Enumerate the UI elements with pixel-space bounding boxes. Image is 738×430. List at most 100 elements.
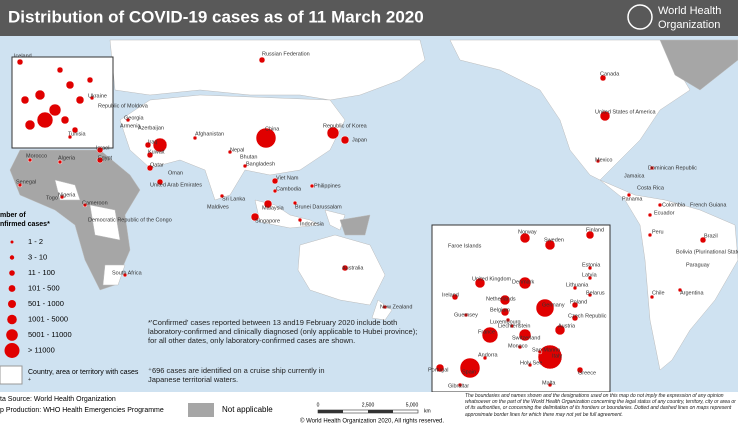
case-circle — [59, 194, 65, 200]
case-circle — [146, 164, 154, 172]
country-labels: Russian Federation China Republic of Korea… — [14, 51, 738, 389]
country-label: Japan — [352, 137, 367, 143]
country-label: Liechtenstein — [498, 323, 530, 329]
scale-bar — [318, 410, 343, 413]
case-circle — [572, 285, 578, 291]
country-label: Brazil — [704, 233, 718, 239]
scale-label: 2,500 — [362, 402, 375, 408]
legend-label: 1001 - 5000 — [28, 314, 68, 323]
case-circle — [599, 110, 611, 122]
scale-bar — [368, 410, 393, 413]
disclaimer: The boundaries and names shown and the d… — [465, 393, 736, 418]
legend-symbol — [6, 329, 18, 341]
case-circle — [34, 89, 46, 101]
country-label: China — [265, 126, 280, 132]
case-circle — [56, 66, 64, 74]
copyright: © World Health Organization 2020, All ri… — [300, 418, 444, 425]
case-circle — [152, 137, 168, 153]
country-label: Argentina — [680, 290, 704, 296]
case-circle — [505, 317, 511, 323]
case-circle — [647, 232, 653, 238]
country-label: New Zealand — [380, 304, 412, 310]
country-label: Kuwait — [148, 149, 165, 155]
europe-inset — [431, 224, 611, 393]
case-circle — [435, 363, 445, 373]
case-circle — [271, 177, 279, 185]
country-label: Denmark — [512, 279, 535, 285]
data-source: ta Source: World Health Organization — [0, 396, 116, 403]
country-label: Armenia — [120, 123, 141, 129]
country-label: Paraguay — [686, 262, 710, 268]
case-circle — [677, 287, 683, 293]
scale-label: 5,000 — [406, 402, 419, 408]
country-label: French Guiana — [690, 202, 727, 208]
case-circle — [341, 264, 349, 272]
country-label: Cameroon — [82, 200, 108, 206]
case-circle — [595, 158, 601, 164]
case-circle — [537, 349, 543, 355]
country-label: Australia — [342, 265, 364, 271]
land — [9, 39, 738, 371]
legend-symbol — [7, 314, 17, 325]
country-label: Andorra — [478, 352, 499, 358]
case-circle — [499, 294, 511, 306]
legend-label: 11 - 100 — [28, 268, 55, 277]
legend-symbol — [8, 300, 16, 308]
case-circle — [519, 232, 531, 244]
country-label: Latvia — [582, 272, 598, 278]
legend-label: 1 - 2 — [28, 237, 43, 246]
case-circle — [65, 80, 75, 90]
case-circle — [647, 212, 653, 218]
case-circle — [571, 314, 579, 322]
country-label: Maldives — [207, 204, 229, 210]
case-circle — [89, 95, 95, 101]
legend-symbol — [8, 285, 16, 292]
case-circles — [16, 56, 707, 388]
legend-label: 3 - 10 — [28, 252, 47, 261]
case-circle — [292, 200, 298, 206]
note: ⁺696 cases are identified on a cruise sh… — [148, 366, 325, 384]
case-circle — [527, 362, 533, 368]
country-label: Indonesia — [300, 221, 325, 227]
country-label: Finland — [586, 227, 604, 233]
org-name: World Health — [658, 5, 721, 17]
country-label: Holy See — [520, 360, 542, 366]
country-label: Morocco — [26, 153, 47, 159]
title-bar — [0, 0, 738, 36]
legend-label: 5001 - 11000 — [28, 330, 72, 339]
country-label: Iceland — [14, 53, 32, 59]
country-label: Switzerland — [512, 335, 540, 341]
legend-label: 501 - 1000 — [28, 299, 64, 308]
case-circle — [544, 239, 556, 251]
country-label: Nigeria — [58, 192, 76, 198]
case-circle — [517, 344, 523, 350]
case-circle — [382, 304, 388, 310]
case-circle — [96, 146, 104, 154]
case-circle — [518, 328, 532, 342]
country-label: Sri Lanka — [222, 196, 246, 202]
case-circle — [326, 126, 340, 140]
country-label: Republic of Moldova — [98, 103, 149, 109]
country-label: Ukraine — [88, 93, 107, 99]
country-label: Guernsey — [454, 312, 478, 318]
case-circle — [585, 230, 595, 240]
case-circle — [60, 115, 70, 125]
case-circle — [626, 192, 632, 198]
country-label: Estonia — [582, 262, 601, 268]
legend-label: 101 - 500 — [28, 283, 60, 292]
case-circle — [24, 119, 36, 131]
country-label: Czech Republic — [568, 313, 607, 319]
case-circle — [457, 382, 463, 388]
case-circle — [537, 344, 563, 370]
scale-label: 0 — [317, 402, 320, 408]
title: Distribution of COVID-19 cases as of 11 … — [8, 7, 424, 26]
country-label: Democratic Republic of the Congo — [88, 217, 172, 223]
country-label: United Arab Emirates — [150, 182, 202, 188]
org-name: Organization — [658, 19, 720, 31]
country-label: United States of America — [595, 109, 656, 115]
case-circle — [20, 95, 30, 105]
case-circle — [459, 357, 481, 379]
case-circle — [576, 366, 584, 374]
